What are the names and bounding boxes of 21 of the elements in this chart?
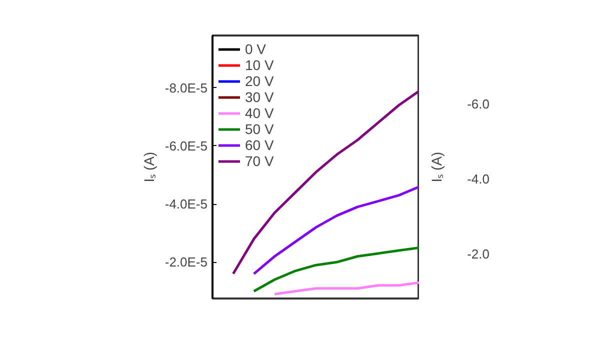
y-tick-label: -2.0E-5 bbox=[164, 254, 208, 270]
legend-label: 20 V bbox=[245, 73, 274, 89]
legend-label: 50 V bbox=[245, 121, 274, 137]
text: -4.0 bbox=[467, 171, 490, 186]
legend-label: 30 V bbox=[245, 89, 274, 105]
y-tick-label: -4.0E-5 bbox=[164, 196, 208, 212]
line-series bbox=[252, 246, 419, 292]
y-axis-title: Iₛ (A) bbox=[140, 152, 157, 182]
text: -6.0 bbox=[467, 96, 490, 112]
legend-label: 40 V bbox=[245, 105, 274, 121]
legend-label: 0 V bbox=[245, 41, 266, 57]
legend-label: 70 V bbox=[245, 153, 274, 169]
line-series bbox=[273, 281, 419, 296]
line-series bbox=[232, 89, 419, 276]
y-tick-label: -6.0E-5 bbox=[164, 138, 208, 154]
text: -2.0 bbox=[467, 246, 490, 262]
line-series bbox=[252, 185, 419, 276]
text: Iₛ (A) bbox=[428, 152, 444, 182]
y-tick-label: -8.0E-5 bbox=[164, 80, 208, 96]
legend-label: 60 V bbox=[245, 137, 274, 153]
legend-label: 10 V bbox=[245, 57, 274, 73]
